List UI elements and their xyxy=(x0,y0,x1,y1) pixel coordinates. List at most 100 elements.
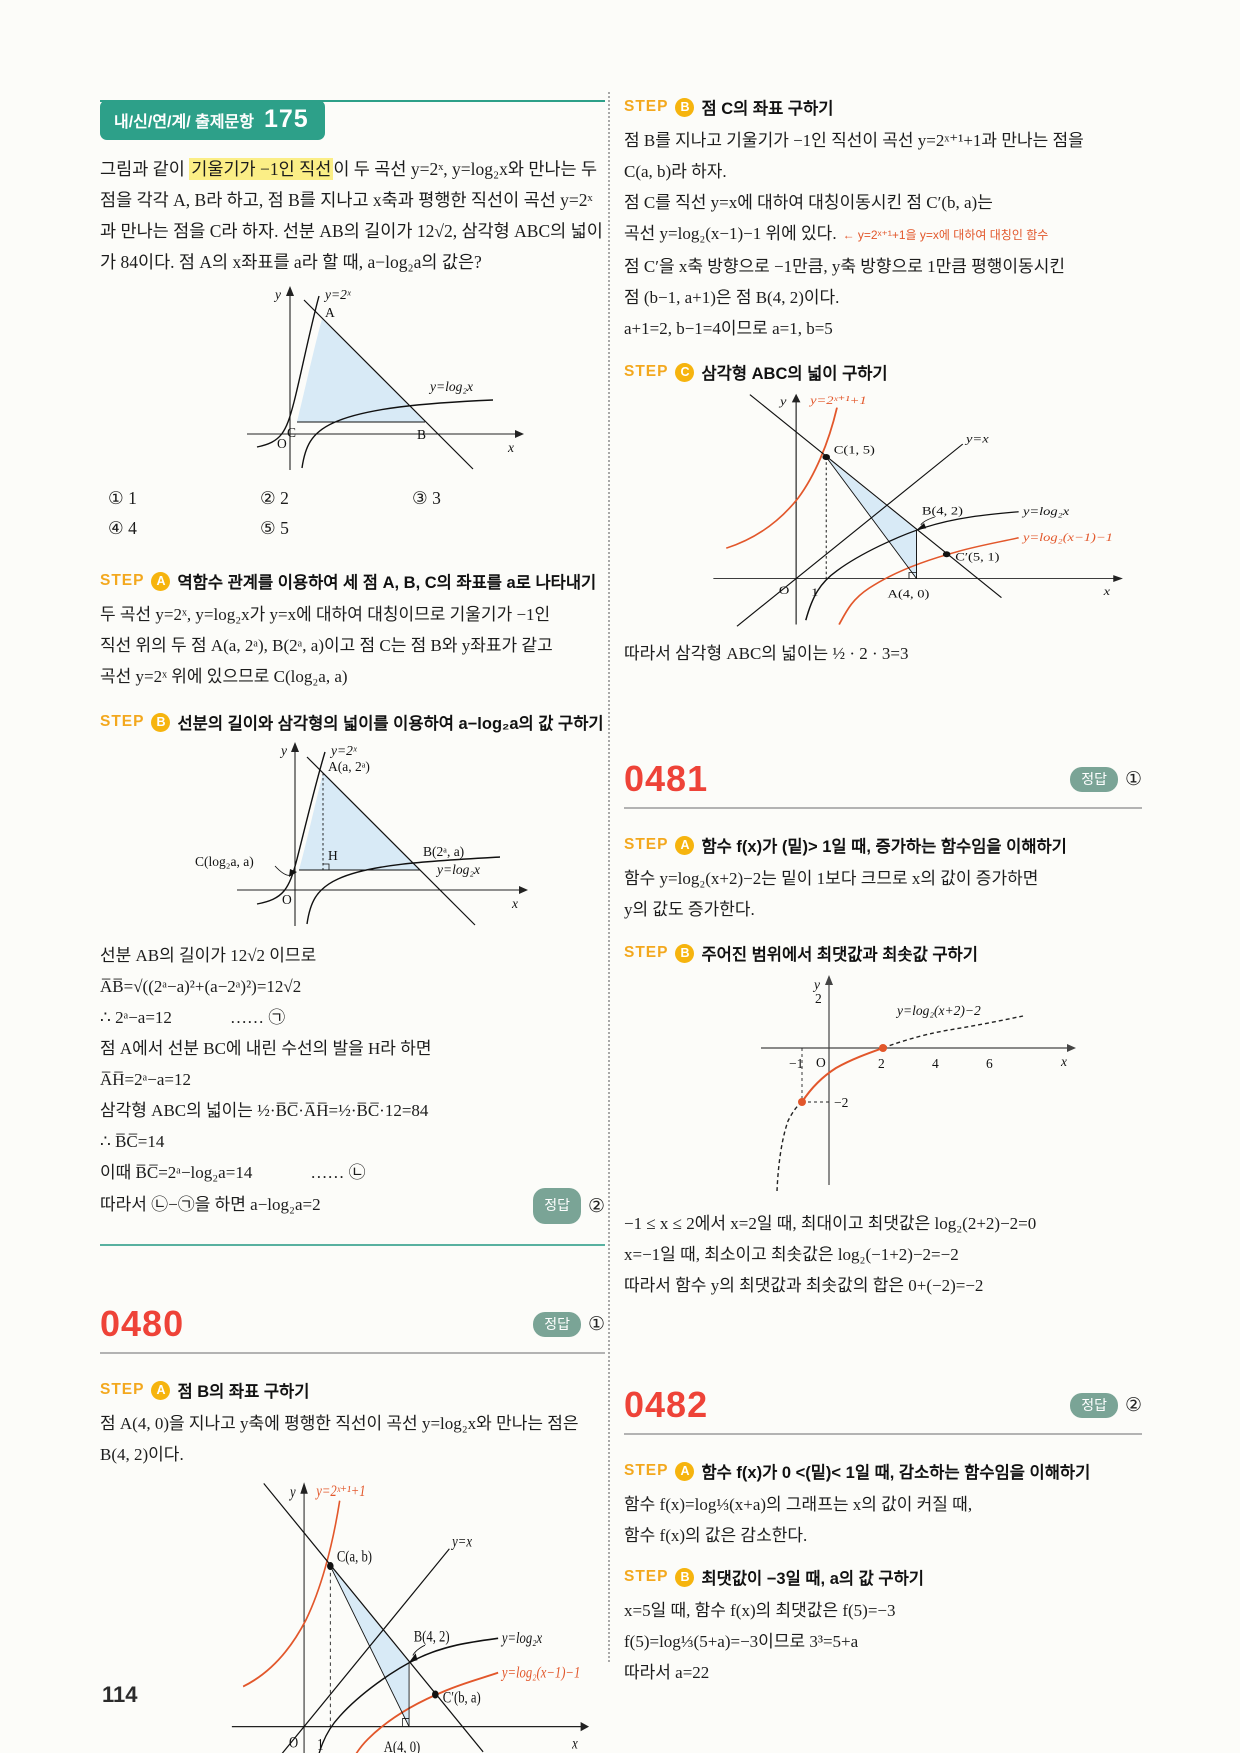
line-text: 삼각형 ABC의 넓이는 ½·B̅C̅·A̅H̅=½·B̅C̅·12=84 xyxy=(100,1101,429,1120)
curve-exp-red xyxy=(242,1500,341,1688)
step-word: STEP xyxy=(624,1462,669,1479)
solution-text: 함수 f(x)=log⅓(x+a)의 그래프는 x의 값이 커질 때, 함수 f… xyxy=(624,1489,1142,1551)
label-origin: O xyxy=(816,1055,826,1070)
line-tag: …… ㉠ xyxy=(229,1008,286,1027)
choice-2: ② 2 xyxy=(260,488,289,508)
curve-log xyxy=(318,1637,499,1753)
statement-pre: 그림과 같이 xyxy=(100,159,190,179)
step-b-heading: STEP B 점 C의 좌표 구하기 xyxy=(624,95,1142,119)
step-letter-badge: A xyxy=(675,835,695,855)
solution-line: B(4, 2)이다. xyxy=(100,1439,605,1470)
curve-exp xyxy=(256,751,326,905)
line-text: ∴ 2ᵃ−a=12 xyxy=(100,1008,172,1027)
label-curve-exp: y=2ˣ xyxy=(323,287,352,302)
solution-line: A̅B̅=√((2ᵃ−a)²+(a−2ᵃ)²)=12√2 xyxy=(100,971,605,1002)
line-text: 따라서 삼각형 ABC의 넓이는 ½ · 2 · 3=3 xyxy=(624,644,909,663)
label-y-axis: y xyxy=(273,287,281,302)
solution-text: 따라서 삼각형 ABC의 넓이는 ½ · 2 · 3=3 xyxy=(624,638,1142,669)
line-text: B(4, 2)이다. xyxy=(100,1445,184,1464)
solution-line: 따라서 a=22 xyxy=(624,1657,1142,1688)
step-title: 주어진 범위에서 최댓값과 최솟값 구하기 xyxy=(701,946,978,964)
step-letter-badge: B xyxy=(675,943,695,963)
curve-log-shifted-red xyxy=(838,537,1019,625)
label-point-C-prime: C′(b, a) xyxy=(443,1689,481,1707)
label-origin: O xyxy=(282,892,292,907)
solution-line: 점 A(4, 0)을 지나고 y축에 평행한 직선이 곡선 y=log₂x와 만… xyxy=(100,1408,605,1439)
solution-text: 선분 AB의 길이가 12√2 이므로 A̅B̅=√((2ᵃ−a)²+(a−2ᵃ… xyxy=(100,940,605,1224)
step-letter-badge: C xyxy=(675,362,695,382)
label-point-C: C(1, 5) xyxy=(834,443,875,456)
solution-text: x=5일 때, 함수 f(x)의 최댓값은 f(5)=−3 f(5)=log⅓(… xyxy=(624,1595,1142,1688)
curve-log-shifted-red xyxy=(355,1671,499,1753)
step-title: 함수 f(x)가 (밑)> 1일 때, 증가하는 함수임을 이해하기 xyxy=(701,838,1067,856)
step-b-heading: STEP B 최댓값이 −3일 때, a의 값 구하기 xyxy=(624,1565,1142,1589)
curve-log xyxy=(301,399,494,469)
step-letter-badge: A xyxy=(151,1380,171,1400)
solution-line: ∴ B̅C̅=14 xyxy=(100,1126,605,1157)
choice-1: ① 1 xyxy=(108,488,137,508)
step-letter-badge: B xyxy=(151,712,171,732)
left-column: 내/신/연/계/ 출제문항 175 그림과 같이 기울기가 −1인 직선 이 두 … xyxy=(100,100,605,1753)
solution-line: a+1=2, b−1=4이므로 a=1, b=5 xyxy=(624,313,1142,344)
solution-line: 함수 f(x)=log⅓(x+a)의 그래프는 x의 값이 커질 때, xyxy=(624,1489,1142,1520)
line-text: 두 곡선 y=2ˣ, y=log₂x가 y=x에 대하여 대칭이므로 기울기가 … xyxy=(100,605,551,624)
step-title: 역함수 관계를 이용하여 세 점 A, B, C의 좌표를 a로 나타내기 xyxy=(177,574,597,592)
right-column: STEP B 점 C의 좌표 구하기 점 B를 지나고 기울기가 −1인 직선이… xyxy=(624,95,1142,1688)
label-xtick-4: 4 xyxy=(932,1056,939,1071)
line-text: 점 C′을 x축 방향으로 −1만큼, y축 방향으로 1만큼 평행이동시킨 xyxy=(624,257,1065,276)
line-text: 따라서 함수 y의 최댓값과 최솟값의 합은 0+(−2)=−2 xyxy=(624,1276,984,1295)
step-b-heading: STEP B 선분의 길이와 삼각형의 넓이를 이용하여 a−log₂a의 값 … xyxy=(100,710,605,734)
margin-note-red: ← y=2ˣ⁺¹+1을 y=x에 대하여 대칭인 함수 xyxy=(842,228,1049,242)
solution-line: ∴ 2ᵃ−a=12 …… ㉠ xyxy=(100,1002,605,1033)
answer-badge: 정답 ① xyxy=(1070,766,1142,792)
problem-statement: 그림과 같이 기울기가 −1인 직선 이 두 곡선 y=2ˣ, y=log₂x와 … xyxy=(100,154,605,278)
solution-line: 직선 위의 두 점 A(a, 2ᵃ), B(2ᵃ, a)이고 점 C는 점 B와… xyxy=(100,630,605,661)
step-word: STEP xyxy=(100,572,145,589)
problem-0481-heading: 0481 정답 ① xyxy=(624,761,1142,809)
page-number: 114 xyxy=(102,1682,138,1707)
step-word: STEP xyxy=(624,98,669,115)
step-letter-badge: B xyxy=(675,1567,695,1587)
unit-badge-number: 175 xyxy=(264,105,309,133)
b-label-arrow xyxy=(920,516,935,525)
problem-0480-heading: 0480 정답 ① xyxy=(100,1306,605,1354)
point-C xyxy=(327,1562,334,1571)
line-text: 함수 f(x)의 값은 감소한다. xyxy=(624,1526,808,1545)
line-text: 점 A(4, 0)을 지나고 y축에 평행한 직선이 곡선 y=log₂x와 만… xyxy=(100,1414,579,1433)
label-point-A: A(4, 0) xyxy=(384,1739,421,1753)
step-word: STEP xyxy=(624,836,669,853)
right-angle-mark xyxy=(402,1718,410,1727)
x-axis-arrow xyxy=(1067,1044,1076,1052)
solution-line: 따라서 함수 y의 최댓값과 최솟값의 합은 0+(−2)=−2 xyxy=(624,1270,1142,1301)
label-curve-exp: y=2ˣ⁺¹+1 xyxy=(808,393,867,406)
endpoint-max xyxy=(879,1044,887,1052)
line-text: 점 C를 직선 y=x에 대하여 대칭이동시킨 점 C′(b, a)는 xyxy=(624,193,993,212)
solution-line: 함수 y=log₂(x+2)−2는 밑이 1보다 크므로 x의 값이 증가하면 xyxy=(624,863,1142,894)
curve-exp xyxy=(256,295,320,448)
answer-badge: 정답 ② xyxy=(533,1188,605,1224)
label-ytick-2: 2 xyxy=(815,991,822,1006)
y-axis-arrow xyxy=(825,975,833,985)
solution-line: 따라서 삼각형 ABC의 넓이는 ½ · 2 · 3=3 xyxy=(624,638,1142,669)
y-axis-arrow xyxy=(300,1482,308,1494)
graph-0480-setup: y y=2ˣ⁺¹+1 y=x C(a, b) B(4, 2) y=log₂x y… xyxy=(231,1482,590,1753)
label-point-B: B xyxy=(417,427,426,442)
x-axis-arrow xyxy=(519,886,528,894)
graph-0481-minmax: y 2 y=log₂(x+2)−2 −1 O 2 4 6 x −2 xyxy=(761,975,1076,1192)
label-curve-log: y=log₂x xyxy=(435,862,480,877)
answer-pill-label: 정답 xyxy=(533,1188,581,1224)
y-axis-arrow xyxy=(291,742,299,752)
answer-pill-label: 정답 xyxy=(1070,766,1118,792)
solution-text: 함수 y=log₂(x+2)−2는 밑이 1보다 크므로 x의 값이 증가하면 … xyxy=(624,863,1142,925)
step-word: STEP xyxy=(100,713,145,730)
solution-line: x=5일 때, 함수 f(x)의 최댓값은 f(5)=−3 xyxy=(624,1595,1142,1626)
line-y-equals-x xyxy=(736,443,964,627)
choice-5: ⑤ 5 xyxy=(260,518,289,538)
choice-4: ④ 4 xyxy=(108,518,137,538)
solution-line: 점 C를 직선 y=x에 대하여 대칭이동시킨 점 C′(b, a)는 xyxy=(624,187,1142,218)
slope-line xyxy=(306,756,476,926)
right-angle-mark xyxy=(908,572,917,579)
solution-line: 점 A에서 선분 BC에 내린 수선의 발을 H라 하면 xyxy=(100,1033,605,1064)
step-word: STEP xyxy=(624,363,669,380)
